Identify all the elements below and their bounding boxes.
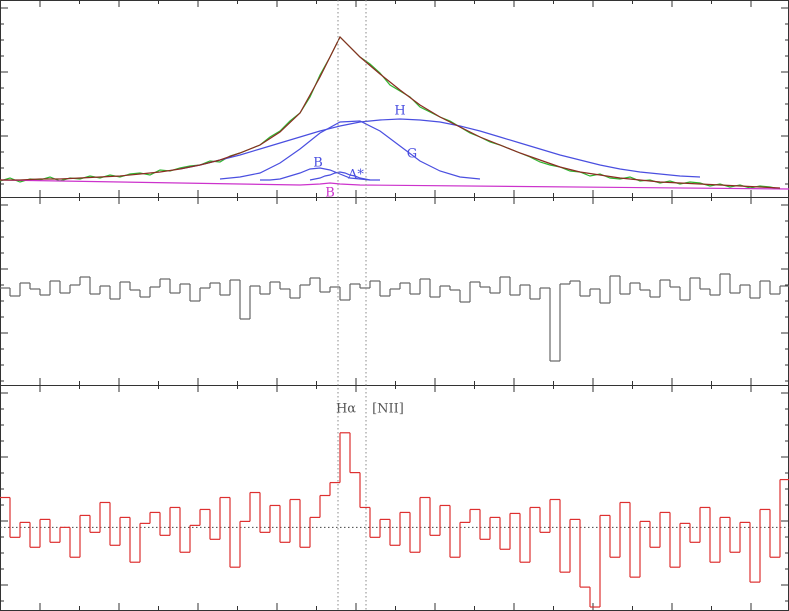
series-line bbox=[0, 179, 789, 190]
series-line bbox=[0, 35, 781, 189]
series-line bbox=[179, 118, 701, 178]
annotation: A* bbox=[347, 168, 364, 183]
series-line bbox=[309, 171, 371, 181]
marker-label: [NII] bbox=[372, 402, 404, 417]
series-line bbox=[219, 120, 481, 180]
annotation: B bbox=[325, 186, 335, 201]
series-line bbox=[260, 167, 380, 181]
annotation: B bbox=[313, 156, 323, 171]
panel-frame bbox=[0, 0, 789, 198]
panel-frame bbox=[0, 385, 789, 611]
panel-frame bbox=[0, 197, 789, 386]
annotation: G bbox=[407, 147, 417, 162]
series-line bbox=[0, 35, 781, 190]
marker-label: Hα bbox=[336, 402, 356, 417]
annotation: H bbox=[394, 104, 405, 119]
